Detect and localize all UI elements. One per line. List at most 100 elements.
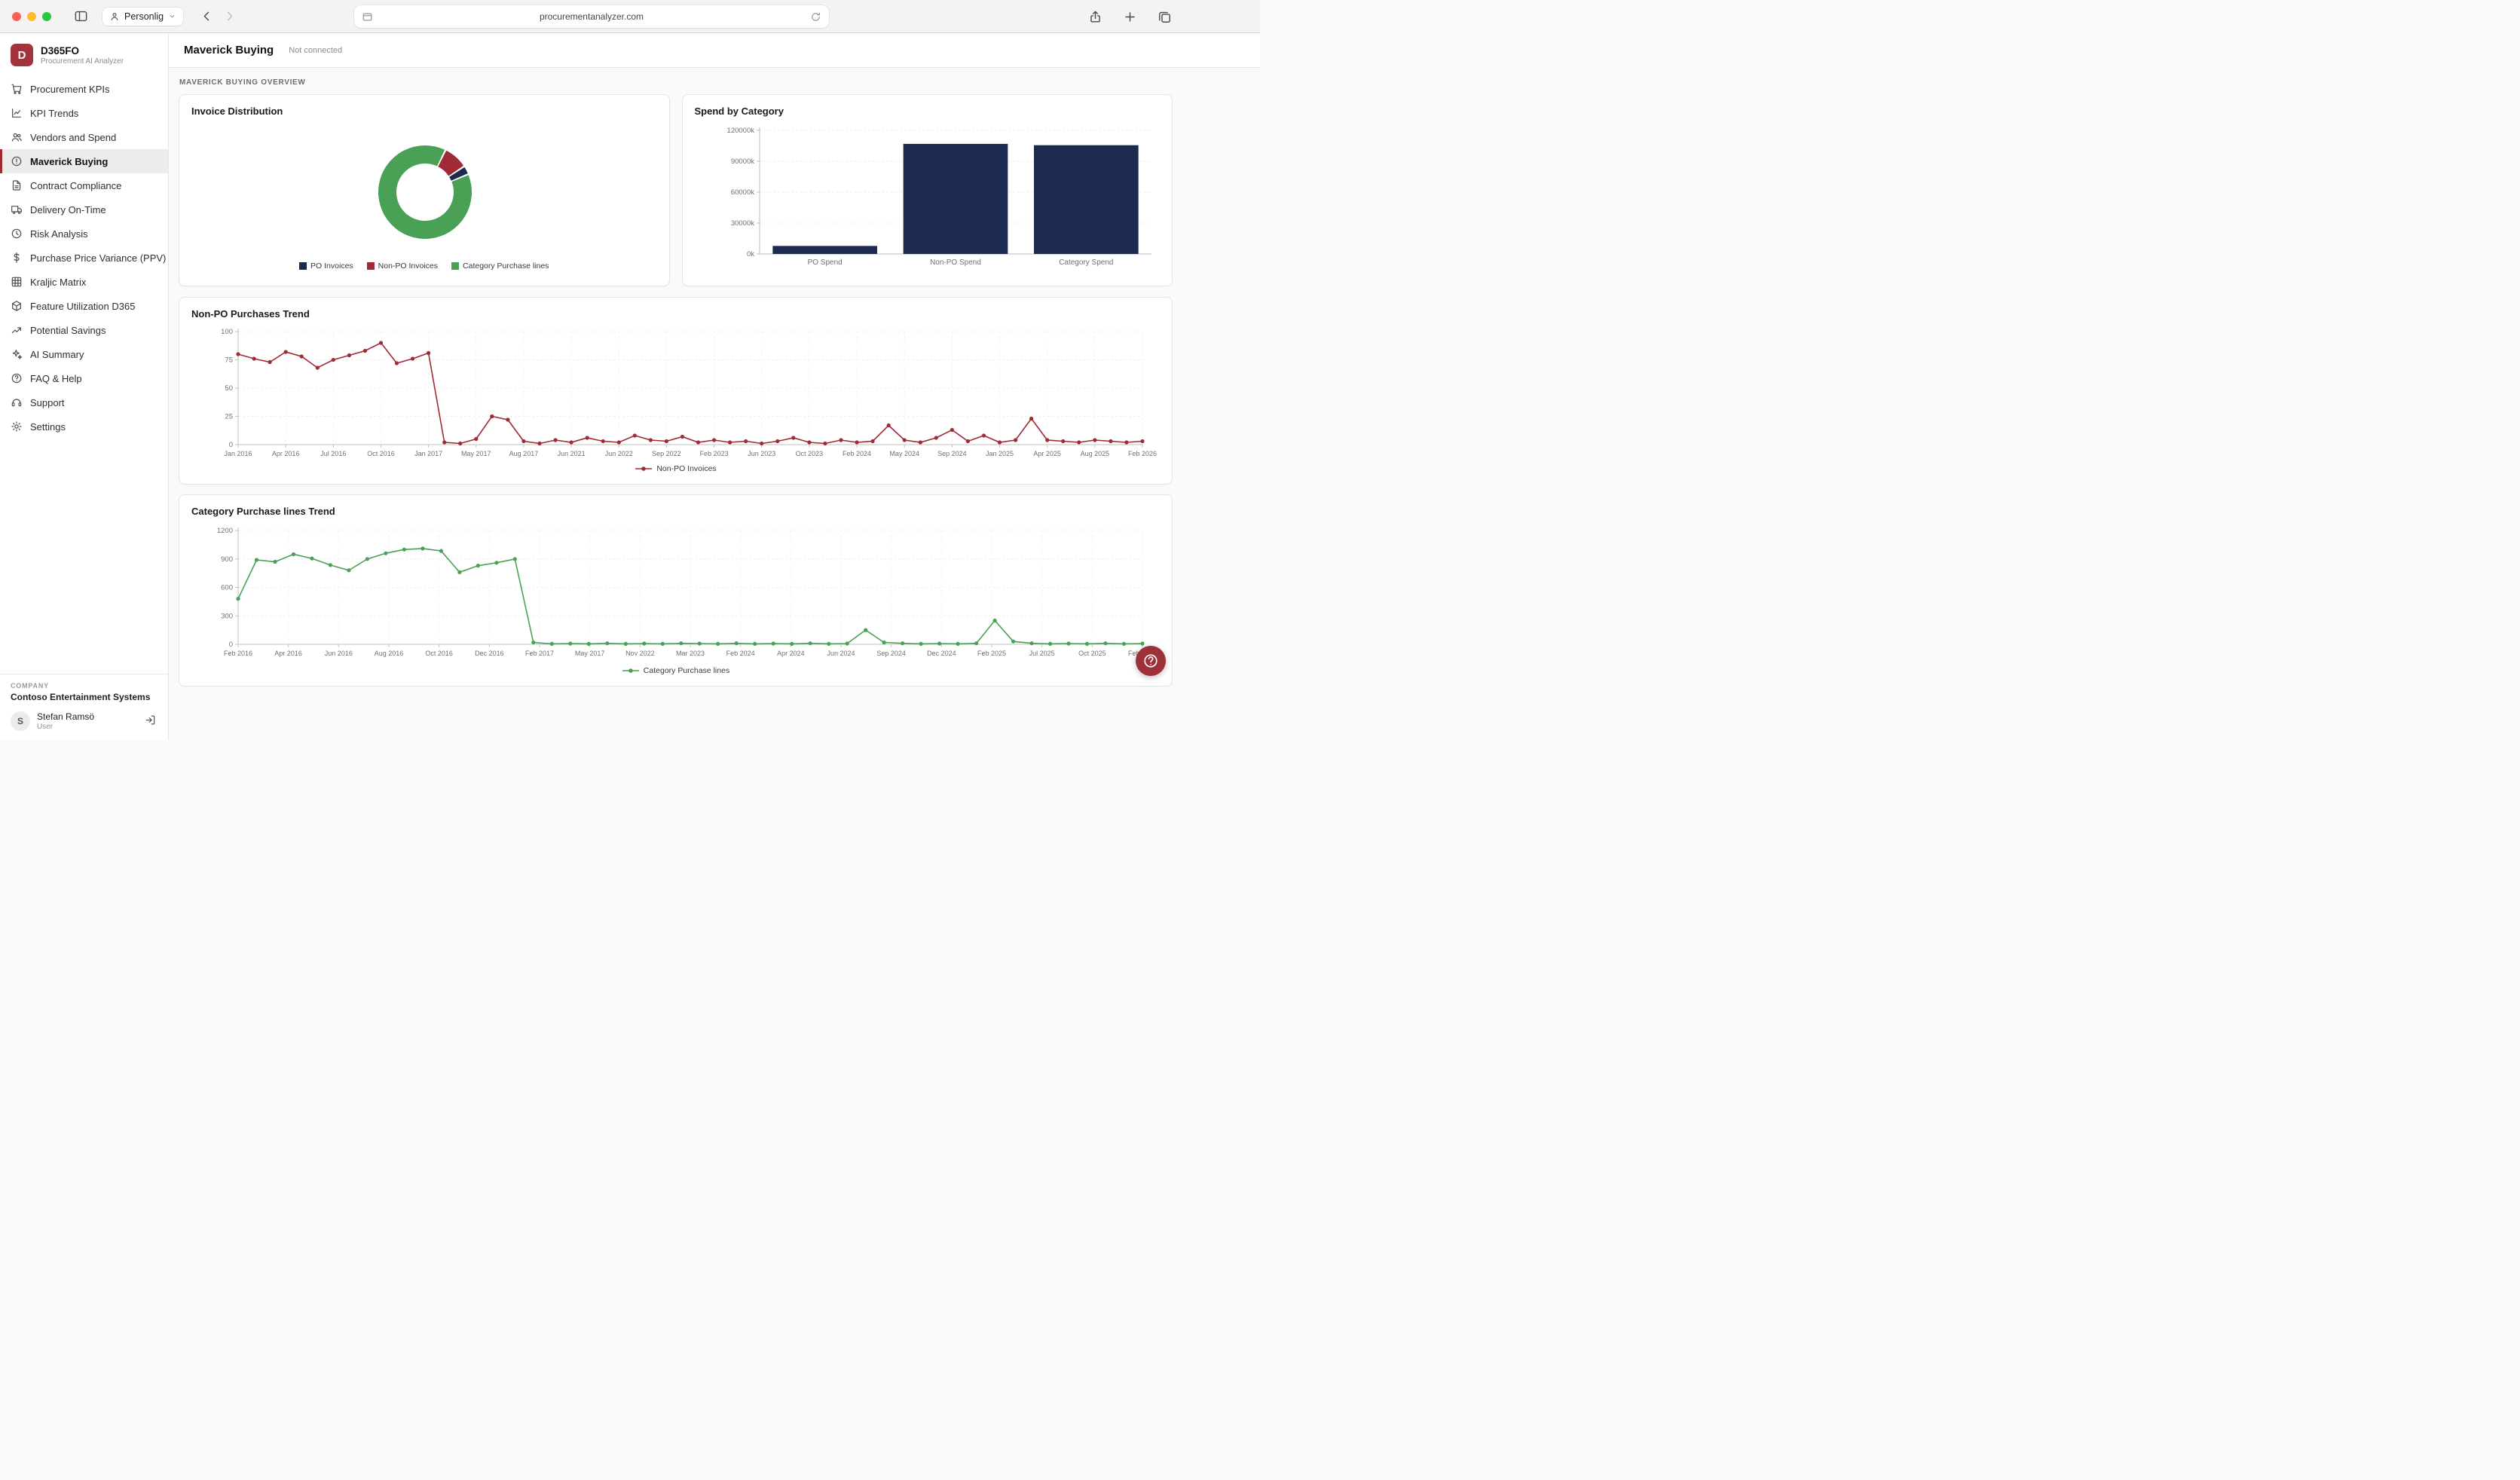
svg-text:May 2017: May 2017 xyxy=(461,450,491,457)
legend-item[interactable]: Non-PO Invoices xyxy=(366,261,438,271)
document-icon xyxy=(11,179,23,191)
sidebar-item-kraljic-matrix[interactable]: Kraljic Matrix xyxy=(0,270,168,294)
sidebar-item-delivery-on-time[interactable]: Delivery On-Time xyxy=(0,197,168,222)
svg-text:Jun 2023: Jun 2023 xyxy=(748,450,775,457)
sidebar-toggle-button[interactable] xyxy=(69,5,92,28)
svg-text:Feb 2024: Feb 2024 xyxy=(843,450,871,457)
sidebar-item-label: Maverick Buying xyxy=(30,155,109,167)
sidebar-item-label: Delivery On-Time xyxy=(30,203,106,216)
legend-item[interactable]: Non-PO Invoices xyxy=(635,464,717,473)
page-settings-icon[interactable] xyxy=(362,11,373,23)
window-controls xyxy=(12,11,51,21)
svg-text:30000k: 30000k xyxy=(730,219,754,228)
svg-text:Jul 2025: Jul 2025 xyxy=(1029,650,1055,657)
address-bar[interactable]: procurementanalyzer.com xyxy=(354,5,829,28)
category-trend-chart: Feb 2016 Apr 2016 Jun 2016 Aug 2016 Oct 2016… xyxy=(217,527,1157,657)
sidebar-item-maverick-buying[interactable]: Maverick Buying xyxy=(0,149,168,173)
svg-text:0: 0 xyxy=(229,441,233,449)
svg-text:Jan 2016: Jan 2016 xyxy=(224,450,252,457)
legend-item[interactable]: Category Purchase lines xyxy=(451,261,549,271)
app-name: D365FO xyxy=(41,44,80,57)
svg-text:Dec 2024: Dec 2024 xyxy=(927,650,956,657)
svg-text:50: 50 xyxy=(225,384,233,393)
card-title: Category Purchase lines Trend xyxy=(191,506,335,517)
legend-marker xyxy=(622,668,639,673)
new-tab-button[interactable] xyxy=(1118,5,1141,28)
logout-button[interactable] xyxy=(143,713,158,729)
legend-label: Category Purchase lines xyxy=(643,666,730,675)
brand-text: D365FO Procurement AI Analyzer xyxy=(41,45,124,66)
connection-status: Not connected xyxy=(289,45,343,55)
sidebar-item-settings[interactable]: Settings xyxy=(0,414,168,439)
svg-text:900: 900 xyxy=(221,555,233,564)
reload-icon[interactable] xyxy=(810,11,821,23)
svg-text:60000k: 60000k xyxy=(730,188,754,197)
company-name: Contoso Entertainment Systems xyxy=(11,692,151,702)
svg-text:Jul 2016: Jul 2016 xyxy=(320,450,346,457)
sidebar-item-label: Kraljic Matrix xyxy=(30,276,87,288)
sidebar-item-feature-utilization-d365[interactable]: Feature Utilization D365 xyxy=(0,294,168,318)
profile-menu-button[interactable]: Personlig xyxy=(102,7,184,26)
sidebar-item-faq-help[interactable]: FAQ & Help xyxy=(0,366,168,390)
sidebar-item-purchase-price-variance-ppv[interactable]: Purchase Price Variance (PPV) xyxy=(0,246,168,270)
user-meta: Stefan Ramsö User xyxy=(37,711,94,731)
minimize-window-button[interactable] xyxy=(27,11,36,21)
close-window-button[interactable] xyxy=(12,11,21,21)
legend-marker xyxy=(635,466,653,471)
page-content: MAVERICK BUYING OVERVIEW Invoice Distrib… xyxy=(169,68,1260,711)
svg-text:Non-PO Spend: Non-PO Spend xyxy=(930,258,981,267)
share-button[interactable] xyxy=(1084,5,1106,28)
invoice-distribution-legend: PO Invoices Non-PO Invoices Category Purch… xyxy=(191,261,657,271)
feature-icon xyxy=(11,300,23,312)
sidebar-item-vendors-and-spend[interactable]: Vendors and Spend xyxy=(0,125,168,149)
zoom-window-button[interactable] xyxy=(42,11,51,21)
card-title: Invoice Distribution xyxy=(191,105,283,117)
chevron-right-icon xyxy=(222,9,237,23)
sidebar-item-support[interactable]: Support xyxy=(0,390,168,414)
sidebar-item-kpi-trends[interactable]: KPI Trends xyxy=(0,101,168,125)
svg-text:Jun 2016: Jun 2016 xyxy=(325,650,353,657)
svg-text:100: 100 xyxy=(221,328,233,336)
sidebar-item-procurement-kpis[interactable]: Procurement KPIs xyxy=(0,77,168,101)
sidebar-item-label: KPI Trends xyxy=(30,107,79,119)
logout-icon xyxy=(145,714,156,726)
top-cards-row: Invoice Distribution PO Invoices Non-PO I… xyxy=(179,94,1173,286)
svg-text:Oct 2016: Oct 2016 xyxy=(367,450,395,457)
svg-text:PO Spend: PO Spend xyxy=(807,258,842,267)
help-fab[interactable] xyxy=(1136,646,1166,676)
legend-item[interactable]: Category Purchase lines xyxy=(622,666,729,675)
svg-text:Apr 2016: Apr 2016 xyxy=(272,450,300,457)
sidebar-item-potential-savings[interactable]: Potential Savings xyxy=(0,318,168,342)
company-label: COMPANY xyxy=(11,682,49,690)
svg-text:May 2024: May 2024 xyxy=(889,450,919,457)
sidebar-item-label: Procurement KPIs xyxy=(30,83,110,95)
legend-item[interactable]: PO Invoices xyxy=(299,261,353,271)
user-role: User xyxy=(37,723,54,731)
avatar: S xyxy=(11,711,30,731)
sidebar-item-contract-compliance[interactable]: Contract Compliance xyxy=(0,173,168,197)
app-shell: D D365FO Procurement AI Analyzer Procure… xyxy=(0,33,1260,740)
card-title: Spend by Category xyxy=(694,105,784,117)
plus-icon xyxy=(1123,10,1137,24)
svg-text:Sep 2024: Sep 2024 xyxy=(937,450,967,457)
svg-text:Feb 2024: Feb 2024 xyxy=(726,650,755,657)
sidebar-item-ai-summary[interactable]: AI Summary xyxy=(0,342,168,366)
help-icon xyxy=(1142,653,1159,669)
headset-icon xyxy=(11,396,23,408)
svg-text:Mar 2023: Mar 2023 xyxy=(676,650,705,657)
sidebar: D D365FO Procurement AI Analyzer Procure… xyxy=(0,33,169,740)
svg-text:May 2017: May 2017 xyxy=(575,650,605,657)
svg-text:Dec 2016: Dec 2016 xyxy=(475,650,504,657)
svg-text:Feb 2016: Feb 2016 xyxy=(224,650,252,657)
category-trend-card: Category Purchase lines Trend Feb 2016 Ap… xyxy=(179,494,1173,686)
forward-button[interactable] xyxy=(218,5,240,28)
sidebar-nav: Procurement KPIs KPI Trends Vendors and Sp… xyxy=(0,77,168,439)
back-button[interactable] xyxy=(195,5,218,28)
sidebar-item-risk-analysis[interactable]: Risk Analysis xyxy=(0,222,168,246)
sidebar-item-label: Feature Utilization D365 xyxy=(30,300,136,312)
svg-text:Nov 2022: Nov 2022 xyxy=(625,650,655,657)
svg-text:1200: 1200 xyxy=(217,527,233,535)
svg-text:Apr 2024: Apr 2024 xyxy=(777,650,805,657)
tab-overview-button[interactable] xyxy=(1153,5,1176,28)
category-trend-legend: Category Purchase lines xyxy=(191,666,1160,675)
